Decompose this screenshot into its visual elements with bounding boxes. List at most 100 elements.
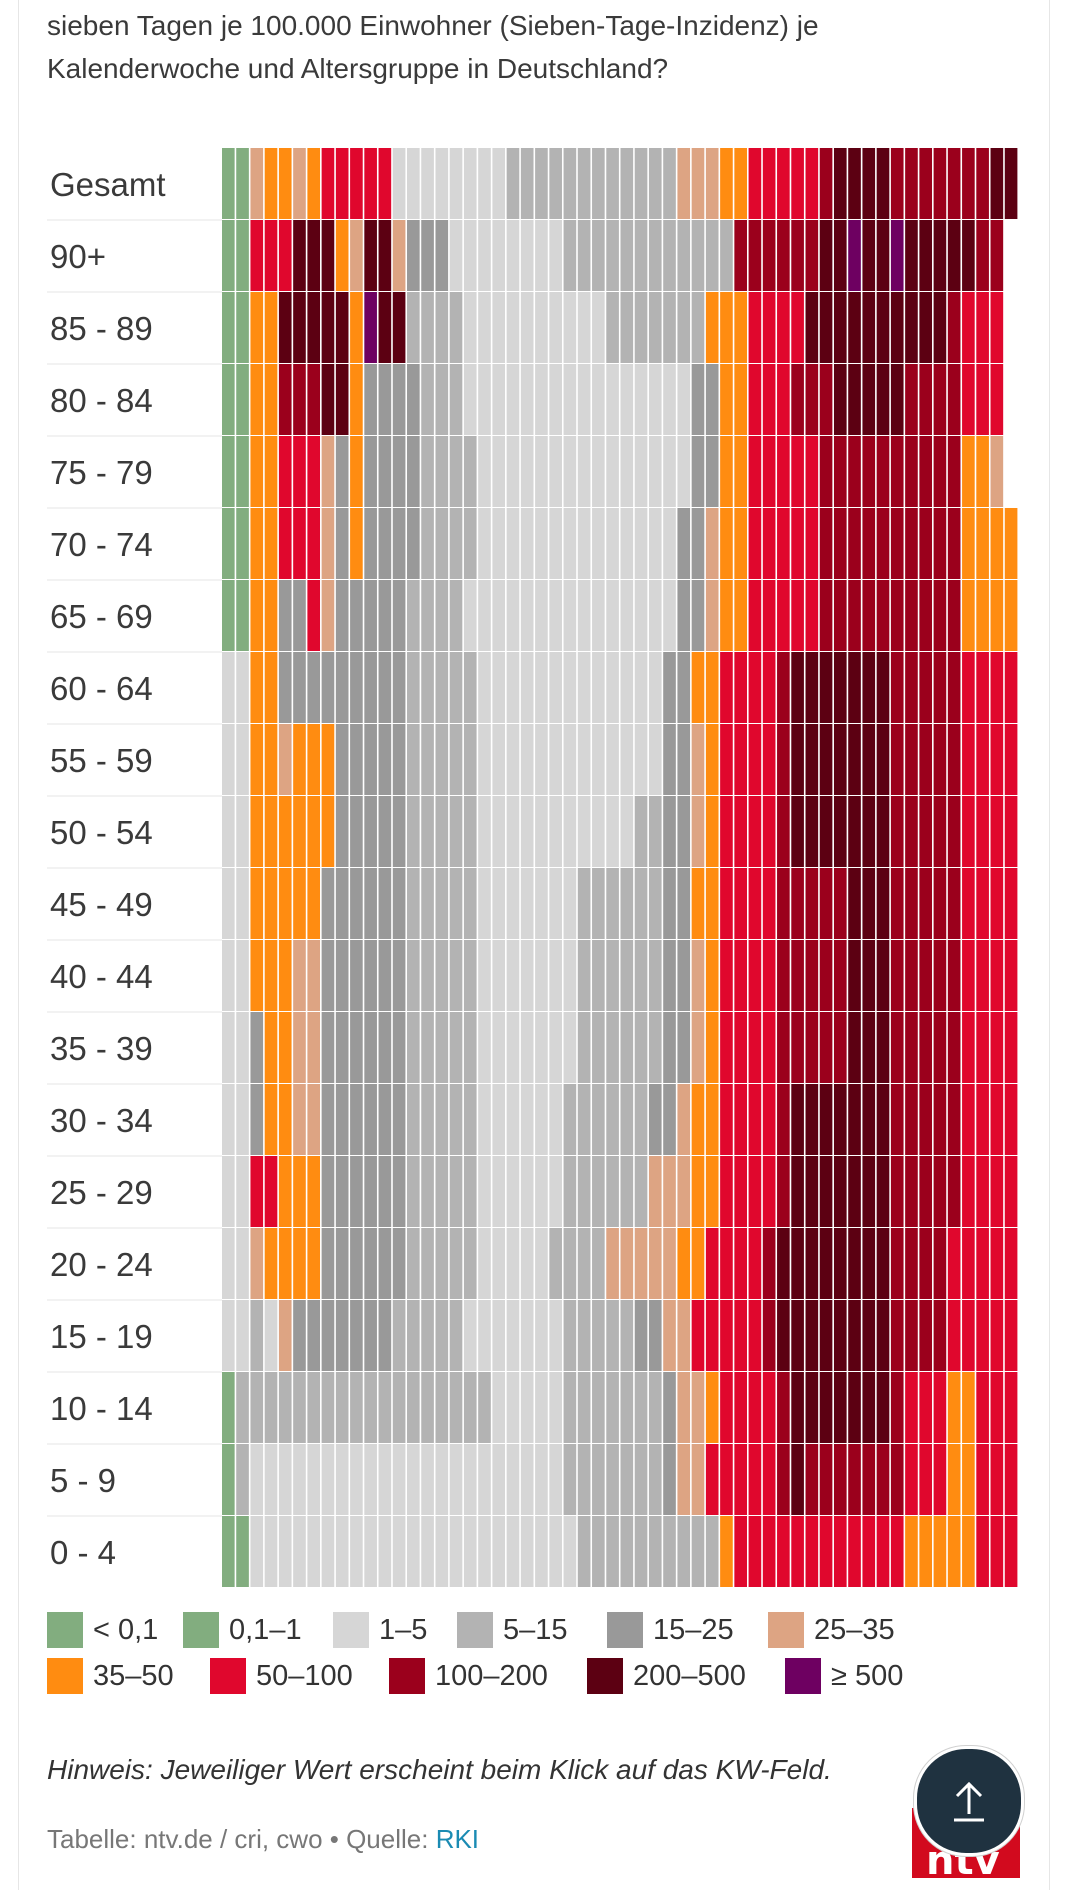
heatmap-cell[interactable] [620,724,634,795]
heatmap-cell[interactable] [677,1444,691,1515]
heatmap-cell[interactable] [222,1444,235,1515]
heatmap-cell[interactable] [748,292,762,363]
heatmap-cell[interactable] [634,220,648,291]
heatmap-cell[interactable] [663,1012,676,1083]
heatmap-cell[interactable] [264,580,278,651]
heatmap-cell[interactable] [691,652,705,723]
heatmap-cell[interactable] [606,508,619,579]
heatmap-cell[interactable] [933,1084,947,1155]
heatmap-cell[interactable] [691,364,705,435]
heatmap-cell[interactable] [250,796,264,867]
heatmap-cell[interactable] [933,220,947,291]
heatmap-cell[interactable] [876,940,890,1011]
heatmap-cell[interactable] [677,1156,691,1227]
heatmap-cell[interactable] [307,652,321,723]
heatmap-cell[interactable] [677,148,691,219]
heatmap-cell[interactable] [620,1228,634,1299]
heatmap-cell[interactable] [435,1084,449,1155]
heatmap-cell[interactable] [577,1084,591,1155]
heatmap-cell[interactable] [293,1300,306,1371]
heatmap-cell[interactable] [677,508,691,579]
heatmap-cell[interactable] [577,1444,591,1515]
heatmap-cell[interactable] [463,148,477,219]
heatmap-cell[interactable] [862,868,876,939]
heatmap-cell[interactable] [691,1012,705,1083]
heatmap-cell[interactable] [862,508,876,579]
heatmap-cell[interactable] [364,580,377,651]
heatmap-cell[interactable] [492,148,506,219]
heatmap-cell[interactable] [720,364,733,435]
heatmap-cell[interactable] [663,364,676,435]
heatmap-cell[interactable] [492,1444,506,1515]
heatmap-cell[interactable] [563,1300,577,1371]
heatmap-cell[interactable] [634,1156,648,1227]
heatmap-cell[interactable] [933,580,947,651]
heatmap-cell[interactable] [549,1444,562,1515]
heatmap-cell[interactable] [549,796,562,867]
heatmap-cell[interactable] [577,1516,591,1587]
heatmap-cell[interactable] [520,1444,534,1515]
heatmap-cell[interactable] [777,1012,790,1083]
heatmap-cell[interactable] [962,1012,975,1083]
heatmap-cell[interactable] [734,1084,747,1155]
heatmap-cell[interactable] [520,1300,534,1371]
heatmap-cell[interactable] [748,220,762,291]
heatmap-cell[interactable] [378,1516,392,1587]
heatmap-cell[interactable] [506,724,520,795]
heatmap-cell[interactable] [535,796,548,867]
heatmap-cell[interactable] [634,940,648,1011]
heatmap-cell[interactable] [250,1228,264,1299]
heatmap-cell[interactable] [705,1300,719,1371]
heatmap-cell[interactable] [577,148,591,219]
heatmap-cell[interactable] [435,436,449,507]
heatmap-cell[interactable] [250,148,264,219]
heatmap-cell[interactable] [691,220,705,291]
heatmap-cell[interactable] [862,1300,876,1371]
heatmap-cell[interactable] [435,364,449,435]
heatmap-cell[interactable] [705,1228,719,1299]
heatmap-cell[interactable] [463,1516,477,1587]
heatmap-cell[interactable] [962,220,975,291]
heatmap-cell[interactable] [705,652,719,723]
heatmap-cell[interactable] [947,940,961,1011]
heatmap-cell[interactable] [833,652,847,723]
heatmap-cell[interactable] [435,652,449,723]
heatmap-cell[interactable] [563,1516,577,1587]
heatmap-cell[interactable] [264,508,278,579]
heatmap-cell[interactable] [392,724,406,795]
heatmap-cell[interactable] [748,1156,762,1227]
heatmap-cell[interactable] [463,1372,477,1443]
heatmap-cell[interactable] [563,364,577,435]
heatmap-cell[interactable] [407,1084,420,1155]
heatmap-cell[interactable] [577,724,591,795]
heatmap-cell[interactable] [222,652,235,723]
heatmap-cell[interactable] [848,364,861,435]
heatmap-cell[interactable] [222,580,235,651]
heatmap-cell[interactable] [748,148,762,219]
heatmap-cell[interactable] [691,1156,705,1227]
heatmap-cell[interactable] [762,1156,776,1227]
heatmap-cell[interactable] [933,1372,947,1443]
heatmap-cell[interactable] [250,1372,264,1443]
heatmap-cell[interactable] [392,220,406,291]
heatmap-cell[interactable] [720,1084,733,1155]
heatmap-cell[interactable] [819,1228,833,1299]
heatmap-cell[interactable] [648,1516,662,1587]
heatmap-cell[interactable] [791,1300,804,1371]
heatmap-cell[interactable] [449,1444,463,1515]
heatmap-cell[interactable] [392,1084,406,1155]
heatmap-cell[interactable] [435,1156,449,1227]
heatmap-cell[interactable] [862,220,876,291]
heatmap-cell[interactable] [592,508,605,579]
heatmap-cell[interactable] [506,292,520,363]
heatmap-cell[interactable] [962,868,975,939]
heatmap-cell[interactable] [293,292,306,363]
heatmap-cell[interactable] [976,652,989,723]
heatmap-cell[interactable] [421,652,434,723]
heatmap-cell[interactable] [278,508,292,579]
heatmap-cell[interactable] [378,148,392,219]
heatmap-cell[interactable] [691,1372,705,1443]
heatmap-cell[interactable] [592,652,605,723]
heatmap-cell[interactable] [691,796,705,867]
heatmap-cell[interactable] [705,1372,719,1443]
